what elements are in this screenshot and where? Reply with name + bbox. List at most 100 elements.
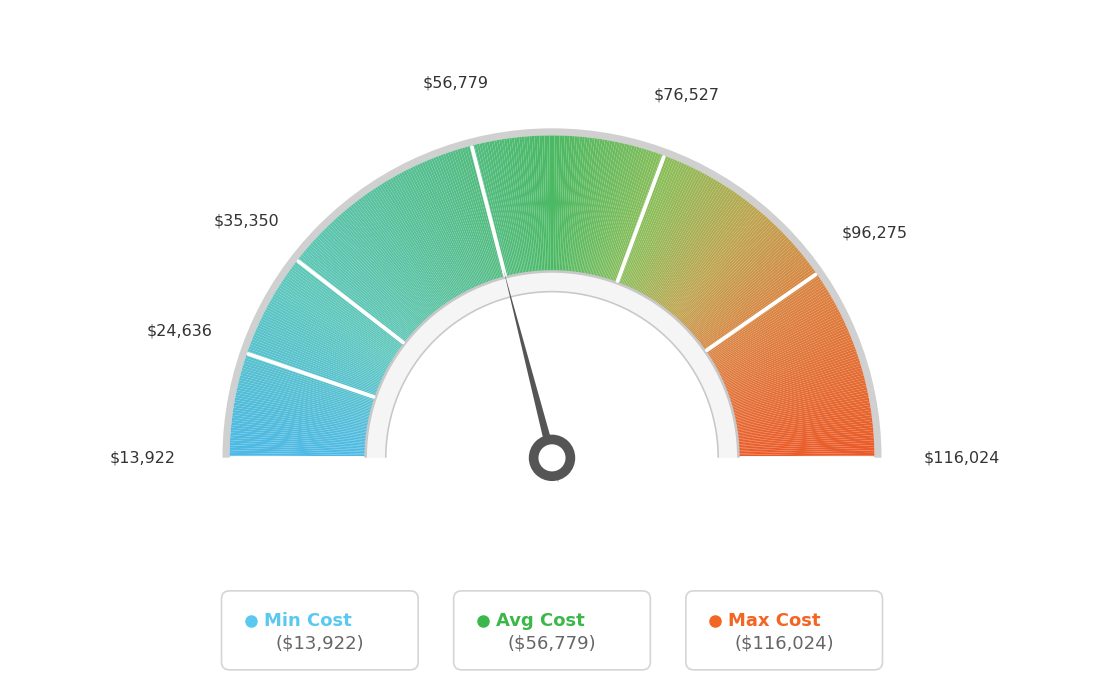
Wedge shape	[450, 151, 495, 282]
Wedge shape	[489, 141, 518, 276]
Wedge shape	[608, 150, 651, 282]
Wedge shape	[723, 335, 851, 388]
Wedge shape	[629, 165, 689, 290]
Wedge shape	[737, 435, 873, 446]
Wedge shape	[273, 294, 392, 365]
Wedge shape	[540, 135, 546, 273]
Wedge shape	[352, 203, 438, 313]
Wedge shape	[259, 321, 384, 380]
Wedge shape	[609, 151, 654, 282]
Wedge shape	[511, 138, 530, 274]
Wedge shape	[736, 430, 873, 443]
Wedge shape	[407, 168, 470, 292]
Wedge shape	[231, 430, 368, 443]
Wedge shape	[720, 321, 845, 380]
Wedge shape	[231, 425, 368, 440]
Wedge shape	[256, 328, 382, 384]
Wedge shape	[594, 144, 627, 277]
Wedge shape	[719, 316, 842, 377]
Wedge shape	[550, 135, 552, 273]
Wedge shape	[617, 156, 668, 285]
Wedge shape	[712, 296, 832, 366]
FancyBboxPatch shape	[222, 591, 418, 670]
Wedge shape	[232, 415, 369, 435]
Wedge shape	[463, 148, 501, 280]
Wedge shape	[237, 382, 372, 416]
Wedge shape	[362, 195, 444, 308]
Wedge shape	[230, 455, 367, 458]
Wedge shape	[725, 342, 853, 393]
Wedge shape	[657, 193, 737, 306]
Wedge shape	[672, 213, 763, 318]
Wedge shape	[698, 258, 807, 344]
Wedge shape	[716, 309, 839, 374]
Circle shape	[539, 444, 565, 471]
Wedge shape	[250, 344, 379, 394]
Wedge shape	[262, 316, 385, 377]
Wedge shape	[394, 175, 463, 296]
Wedge shape	[661, 197, 744, 308]
Wedge shape	[436, 156, 487, 285]
Wedge shape	[257, 325, 383, 383]
Wedge shape	[639, 173, 705, 295]
Wedge shape	[708, 283, 825, 359]
Wedge shape	[265, 309, 388, 374]
Wedge shape	[266, 307, 389, 373]
Wedge shape	[479, 144, 511, 277]
Wedge shape	[270, 298, 391, 367]
Wedge shape	[420, 163, 477, 289]
Wedge shape	[593, 144, 625, 277]
Wedge shape	[687, 235, 787, 331]
Wedge shape	[722, 328, 848, 384]
Wedge shape	[339, 215, 431, 319]
Wedge shape	[495, 140, 520, 275]
Wedge shape	[428, 159, 482, 286]
Wedge shape	[233, 407, 369, 431]
Wedge shape	[255, 330, 382, 386]
Wedge shape	[664, 200, 747, 310]
Wedge shape	[267, 305, 389, 371]
Wedge shape	[588, 141, 617, 276]
Wedge shape	[497, 140, 521, 275]
Wedge shape	[467, 146, 505, 279]
Wedge shape	[721, 323, 846, 382]
Wedge shape	[622, 159, 676, 286]
Wedge shape	[691, 245, 796, 336]
Wedge shape	[296, 260, 405, 346]
Wedge shape	[433, 157, 485, 286]
Wedge shape	[735, 413, 871, 433]
Wedge shape	[673, 215, 765, 319]
Wedge shape	[299, 256, 407, 343]
Wedge shape	[247, 351, 378, 398]
Wedge shape	[415, 165, 475, 290]
Wedge shape	[688, 239, 790, 333]
Wedge shape	[401, 172, 467, 294]
Wedge shape	[509, 138, 529, 274]
Wedge shape	[385, 290, 719, 458]
Wedge shape	[634, 168, 697, 292]
Wedge shape	[736, 417, 872, 436]
Wedge shape	[655, 190, 733, 304]
Wedge shape	[585, 141, 613, 276]
Wedge shape	[737, 448, 874, 453]
Wedge shape	[684, 232, 784, 329]
Wedge shape	[529, 136, 540, 273]
Wedge shape	[236, 390, 371, 420]
Wedge shape	[689, 241, 793, 334]
Wedge shape	[552, 135, 554, 273]
Wedge shape	[240, 375, 373, 412]
Wedge shape	[403, 170, 468, 293]
Wedge shape	[499, 139, 523, 275]
Wedge shape	[237, 385, 371, 417]
Wedge shape	[354, 201, 439, 311]
Wedge shape	[683, 230, 782, 328]
Wedge shape	[737, 453, 874, 456]
Wedge shape	[300, 255, 408, 342]
Wedge shape	[380, 184, 454, 302]
Wedge shape	[687, 237, 788, 332]
Wedge shape	[675, 216, 767, 319]
Wedge shape	[491, 141, 519, 276]
Wedge shape	[735, 407, 871, 431]
Wedge shape	[724, 337, 852, 390]
Wedge shape	[679, 223, 775, 324]
